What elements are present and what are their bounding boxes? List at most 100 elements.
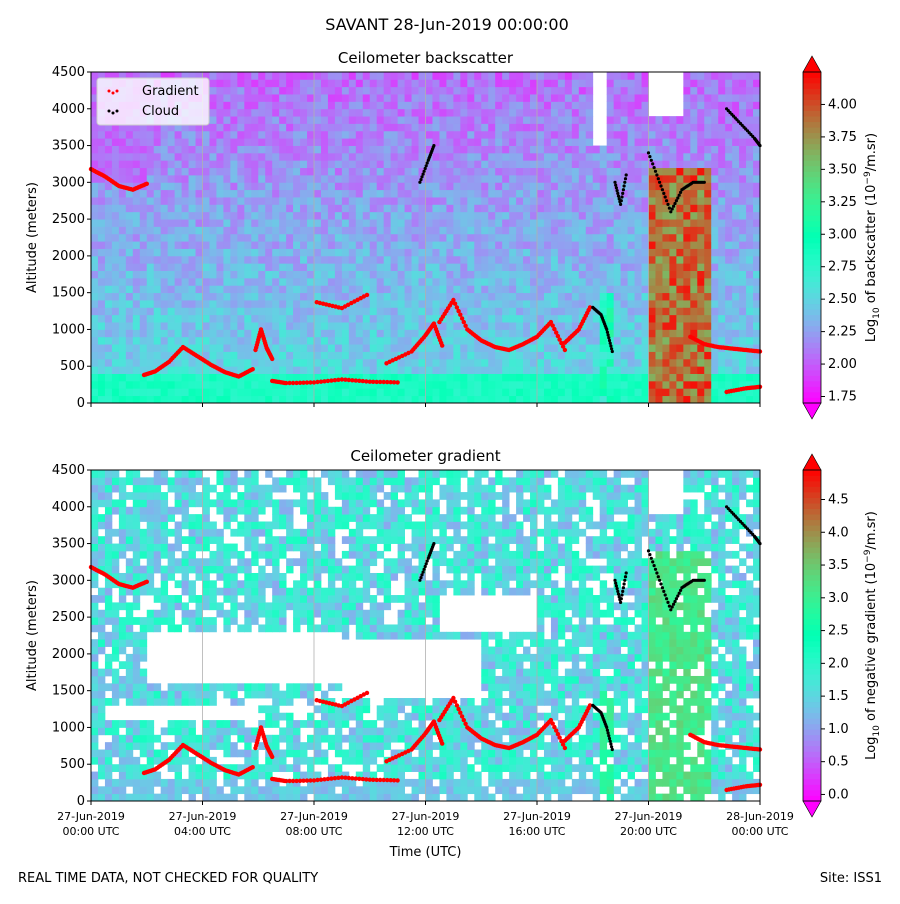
heatmap-cell <box>349 197 356 205</box>
heatmap-cell <box>432 190 439 198</box>
heatmap-cell <box>175 234 182 242</box>
heatmap-cell <box>495 94 502 102</box>
heatmap-cell <box>398 109 405 117</box>
heatmap-cell <box>697 241 704 249</box>
heatmap-cell <box>642 315 649 323</box>
heatmap-cell <box>419 197 426 205</box>
colorbar-segment <box>803 127 821 133</box>
heatmap-cell <box>655 337 662 345</box>
heatmap-cell <box>669 352 676 360</box>
heatmap-cell <box>244 226 251 234</box>
heatmap-cell <box>209 168 216 176</box>
heatmap-cell <box>154 168 161 176</box>
heatmap-cell <box>203 212 210 220</box>
heatmap-cell <box>530 374 537 382</box>
heatmap-cell <box>607 175 614 183</box>
heatmap-cell <box>98 639 105 647</box>
heatmap-cell <box>481 241 488 249</box>
heatmap-cell <box>683 300 690 308</box>
heatmap-cell <box>196 344 203 352</box>
heatmap-cell <box>244 204 251 212</box>
heatmap-cell <box>676 249 683 257</box>
heatmap-cell <box>126 388 133 396</box>
heatmap-cell <box>502 388 509 396</box>
heatmap-cell <box>258 315 265 323</box>
heatmap-cell <box>628 87 635 95</box>
heatmap-cell <box>300 263 307 271</box>
heatmap-cell <box>460 123 467 131</box>
heatmap-cell <box>746 79 753 87</box>
heatmap-cell <box>175 182 182 190</box>
heatmap-cell <box>704 271 711 279</box>
heatmap-cell <box>363 109 370 117</box>
heatmap-cell <box>474 315 481 323</box>
heatmap-cell <box>230 72 237 80</box>
heatmap-cell <box>481 160 488 168</box>
heatmap-cell <box>565 359 572 367</box>
heatmap-cell <box>126 366 133 374</box>
heatmap-cell <box>328 249 335 257</box>
heatmap-cell <box>746 271 753 279</box>
heatmap-cell <box>91 226 98 234</box>
heatmap-cell <box>105 322 112 330</box>
heatmap-cell <box>453 153 460 161</box>
heatmap-cell <box>384 241 391 249</box>
heatmap-cell <box>446 109 453 117</box>
y-tick-label: 4000 <box>52 102 85 117</box>
heatmap-cell <box>579 278 586 286</box>
heatmap-cell <box>642 359 649 367</box>
heatmap-cell <box>683 359 690 367</box>
heatmap-cell <box>342 271 349 279</box>
heatmap-cell <box>203 388 210 396</box>
heatmap-cell <box>328 219 335 227</box>
heatmap-cell <box>439 226 446 234</box>
heatmap-cell <box>530 204 537 212</box>
heatmap-cell <box>537 109 544 117</box>
heatmap-cell <box>558 256 565 264</box>
heatmap-cell <box>168 226 175 234</box>
heatmap-cell <box>439 175 446 183</box>
point-cloud <box>669 210 672 213</box>
heatmap-cell <box>481 116 488 124</box>
heatmap-cell <box>405 123 412 131</box>
heatmap-cell <box>551 79 558 87</box>
heatmap-cell <box>384 263 391 271</box>
heatmap-cell <box>175 388 182 396</box>
heatmap-cell <box>481 263 488 271</box>
heatmap-cell <box>495 234 502 242</box>
heatmap-cell <box>753 168 760 176</box>
heatmap-cell <box>363 190 370 198</box>
heatmap-cell <box>628 374 635 382</box>
heatmap-cell <box>216 182 223 190</box>
heatmap-cell <box>753 241 760 249</box>
heatmap-cell <box>342 153 349 161</box>
colorbar-label-part: −9 <box>863 171 873 185</box>
heatmap-cell <box>558 87 565 95</box>
heatmap-cell <box>175 278 182 286</box>
heatmap-cell <box>244 153 251 161</box>
heatmap-cell <box>223 146 230 154</box>
heatmap-cell <box>439 79 446 87</box>
heatmap-cell <box>230 123 237 131</box>
heatmap-cell <box>439 116 446 124</box>
heatmap-cell <box>683 197 690 205</box>
heatmap-cell <box>175 131 182 139</box>
heatmap-cell <box>419 87 426 95</box>
heatmap-cell <box>286 197 293 205</box>
heatmap-cell <box>439 374 446 382</box>
heatmap-cell <box>649 234 656 242</box>
heatmap-cell <box>453 249 460 257</box>
heatmap-cell <box>307 153 314 161</box>
heatmap-cell <box>175 204 182 212</box>
heatmap-cell <box>551 388 558 396</box>
heatmap-cell <box>537 146 544 154</box>
heatmap-cell <box>223 197 230 205</box>
heatmap-cell <box>412 271 419 279</box>
heatmap-cell <box>523 72 530 80</box>
heatmap-cell <box>328 263 335 271</box>
heatmap-cell <box>732 204 739 212</box>
heatmap-cell <box>600 234 607 242</box>
heatmap-cell <box>237 271 244 279</box>
heatmap-cell <box>426 197 433 205</box>
heatmap-cell <box>600 352 607 360</box>
